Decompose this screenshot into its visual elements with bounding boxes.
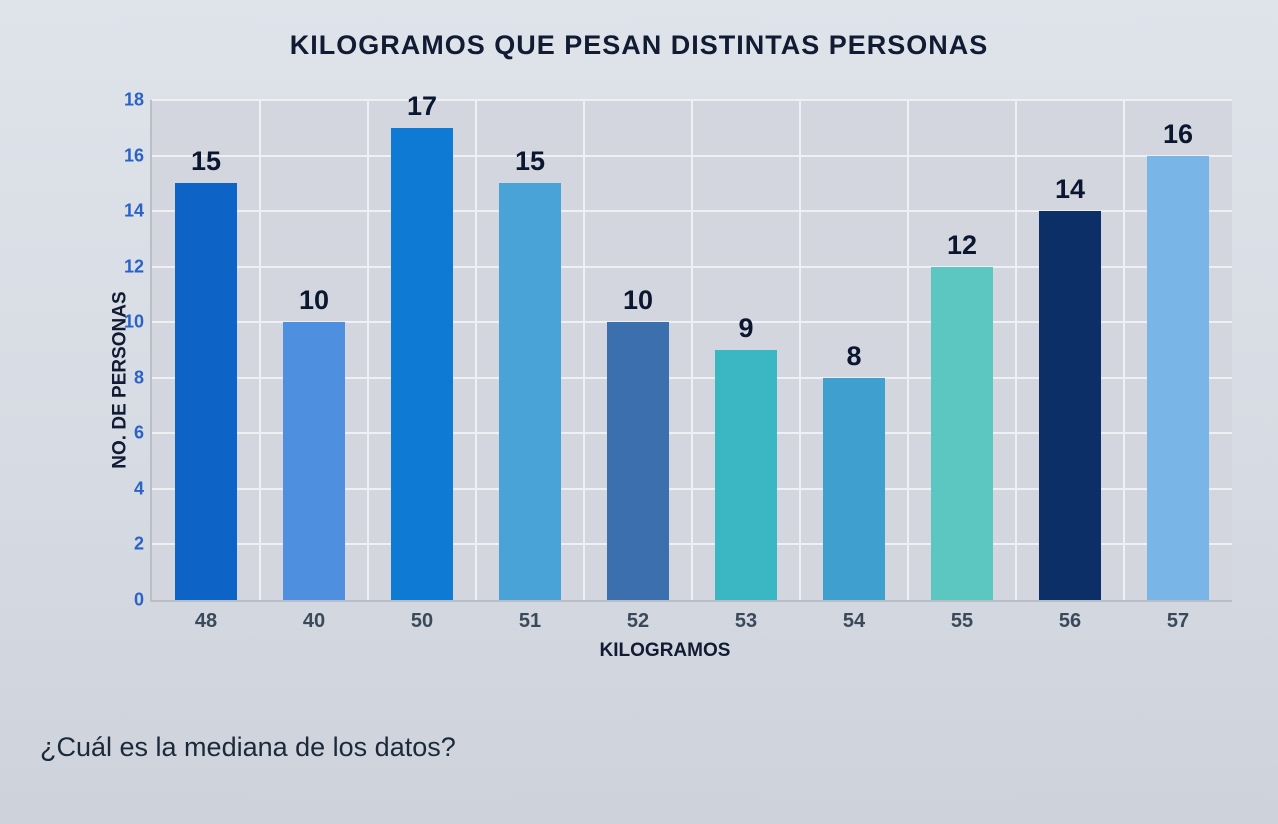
- x-tick: 55: [951, 600, 973, 633]
- y-tick: 18: [124, 90, 152, 111]
- x-tick: 53: [735, 600, 757, 633]
- bar-value-label: 15: [515, 146, 545, 177]
- x-tick: 50: [411, 600, 433, 633]
- x-tick: 57: [1167, 600, 1189, 633]
- x-tick: 56: [1059, 600, 1081, 633]
- x-tick: 52: [627, 600, 649, 633]
- x-tick: 48: [195, 600, 217, 633]
- bar: 9: [715, 350, 778, 600]
- bar: 8: [823, 378, 886, 600]
- chart-title: KILOGRAMOS QUE PESAN DISTINTAS PERSONAS: [0, 30, 1278, 61]
- bar-value-label: 10: [623, 285, 653, 316]
- x-tick: 51: [519, 600, 541, 633]
- y-tick: 4: [134, 478, 152, 499]
- y-tick: 12: [124, 256, 152, 277]
- bar-value-label: 15: [191, 146, 221, 177]
- y-tick: 8: [134, 367, 152, 388]
- bar: 15: [175, 183, 238, 600]
- chart-container: NO. DE PERSONAS 024681012141618151017151…: [90, 100, 1240, 660]
- bar-value-label: 8: [846, 341, 861, 372]
- bar: 10: [283, 322, 346, 600]
- x-axis-label: KILOGRAMOS: [90, 640, 1240, 662]
- bar: 12: [931, 267, 994, 600]
- plot-area: 0246810121416181510171510981214164840505…: [150, 100, 1232, 602]
- y-tick: 10: [124, 312, 152, 333]
- bar-value-label: 14: [1055, 174, 1085, 205]
- y-tick: 6: [134, 423, 152, 444]
- question-text: ¿Cuál es la mediana de los datos?: [40, 732, 456, 763]
- y-tick: 2: [134, 534, 152, 555]
- screenshot-root: KILOGRAMOS QUE PESAN DISTINTAS PERSONAS …: [0, 0, 1278, 824]
- x-tick: 40: [303, 600, 325, 633]
- bar: 15: [499, 183, 562, 600]
- bar-value-label: 10: [299, 285, 329, 316]
- bars-layer: 151017151098121416: [152, 100, 1232, 600]
- bar-value-label: 9: [738, 313, 753, 344]
- y-tick: 0: [134, 590, 152, 611]
- y-tick: 14: [124, 201, 152, 222]
- bar: 17: [391, 128, 454, 600]
- bar: 16: [1147, 156, 1210, 600]
- bar-value-label: 16: [1163, 119, 1193, 150]
- x-tick: 54: [843, 600, 865, 633]
- y-tick: 16: [124, 145, 152, 166]
- bar-value-label: 17: [407, 91, 437, 122]
- bar: 10: [607, 322, 670, 600]
- bar-value-label: 12: [947, 230, 977, 261]
- bar: 14: [1039, 211, 1102, 600]
